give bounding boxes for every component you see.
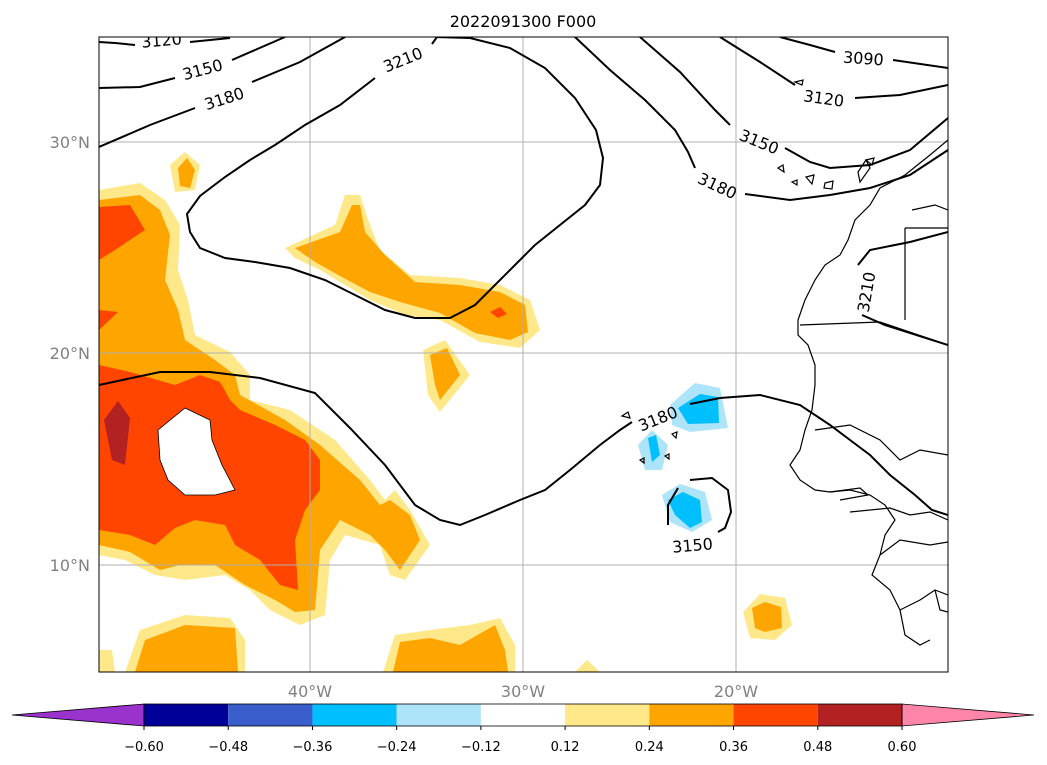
lon-label-20w: 20°W (714, 682, 758, 701)
longitude-labels: 40°W 30°W 20°W (288, 682, 758, 701)
colorbar-tick-label: −0.36 (293, 740, 333, 755)
colorbar-bin (228, 704, 313, 726)
contour-label: 3120 (140, 29, 182, 51)
colorbar-extend-low (11, 703, 145, 727)
colorbar-bin (480, 704, 566, 726)
lon-label-40w: 40°W (288, 682, 332, 701)
border-7 (849, 507, 948, 521)
contour-line-3210-loop (185, 37, 605, 319)
colorbar-extend-high (901, 703, 1035, 727)
map-frame (98, 36, 949, 673)
contour-label: 3090 (842, 48, 884, 70)
island-canary-4 (823, 180, 834, 190)
shade-region-west-red (99, 205, 320, 590)
contour-line-3180-west (99, 37, 346, 148)
contour-line-3120-west (99, 37, 231, 46)
contour-line-3180-east (574, 37, 948, 202)
colorbar-tick-label: −0.48 (208, 740, 248, 755)
colorbar-tick-label: 0.60 (888, 740, 917, 755)
island-canary-2 (790, 179, 798, 187)
shade-blob-north-orange (178, 158, 195, 188)
shade-bottom-small (575, 660, 600, 672)
colorbar-tick-label: 0.48 (803, 740, 832, 755)
graticule (99, 37, 948, 672)
border-4 (911, 204, 948, 211)
shade-neg-1 (678, 394, 719, 424)
colorbar-frame (143, 703, 903, 727)
island-madeira (793, 79, 804, 86)
island-canary-3 (804, 174, 815, 186)
shade-hole (157, 407, 236, 496)
contour-line-3090 (779, 37, 948, 69)
border-6 (829, 487, 870, 501)
contour-line-3210-africa (857, 231, 948, 346)
shade-band-central-orange (295, 205, 528, 340)
contour-line-3120-east (719, 37, 948, 99)
border-8 (879, 539, 948, 556)
shade-blob-8n-orange (752, 602, 782, 632)
colorbar-bin (396, 704, 481, 726)
colorbar: −0.60 −0.48 −0.36 −0.24 −0.12 0.12 0.24 0.36 0.4… (11, 703, 1035, 755)
height-contours (99, 37, 948, 533)
colorbar-bin (312, 704, 397, 726)
island-canary-6 (864, 157, 875, 167)
island-canary-5 (857, 158, 871, 184)
shade-bottom-left-orange (135, 625, 238, 672)
shade-neg-3 (668, 492, 702, 528)
figure-title: 2022091300 F000 (450, 12, 597, 31)
colorbar-tick-label: −0.24 (377, 740, 417, 755)
shade-blob-20n-orange (430, 348, 460, 400)
shade-region-west-dark (104, 401, 130, 465)
shade-bottom-mid-orange (393, 625, 508, 672)
colorbar-tick-label: −0.12 (461, 740, 501, 755)
contour-line-3180-tropical (99, 371, 948, 527)
colorbar-tick-label: 0.24 (635, 740, 664, 755)
lat-label-10n: 10°N (50, 556, 90, 575)
colorbar-bin (565, 704, 650, 726)
colorbar-tick-label: −0.60 (124, 740, 164, 755)
shade-band-central-red (490, 307, 507, 318)
island-cape-verde-1 (620, 411, 631, 419)
lon-label-30w: 30°W (501, 682, 545, 701)
lat-label-30n: 30°N (50, 133, 90, 152)
latitude-labels: 30°N 20°N 10°N (50, 133, 90, 575)
colorbar-bin (817, 704, 902, 726)
shade-neg-2 (648, 435, 660, 462)
colorbar-tick-label: 0.12 (551, 740, 580, 755)
shade-bottom-edge (99, 650, 115, 672)
island-canary-1 (776, 164, 785, 174)
island-cape-verde-4 (638, 457, 645, 465)
border-5 (814, 424, 948, 461)
border-9 (899, 609, 931, 646)
colorbar-bin (649, 704, 734, 726)
map-plot-area: 3120 3150 3180 3210 3090 3120 3150 3180 … (99, 29, 948, 672)
shaded-anomaly-field (99, 152, 792, 672)
colorbar-bin (144, 704, 229, 726)
border-10 (934, 589, 948, 613)
contour-line-3150-east (639, 37, 948, 170)
coastline-africa (789, 139, 948, 611)
lat-label-20n: 20°N (50, 344, 90, 363)
contour-label: 3150 (671, 534, 713, 556)
contour-line-3150-west (99, 37, 286, 89)
colorbar-tick-label: 0.36 (719, 740, 748, 755)
contour-line-3150-small-loop (667, 476, 733, 533)
colorbar-bin (733, 704, 818, 726)
island-cape-verde-3 (663, 453, 670, 461)
island-cape-verde-2 (670, 431, 678, 440)
